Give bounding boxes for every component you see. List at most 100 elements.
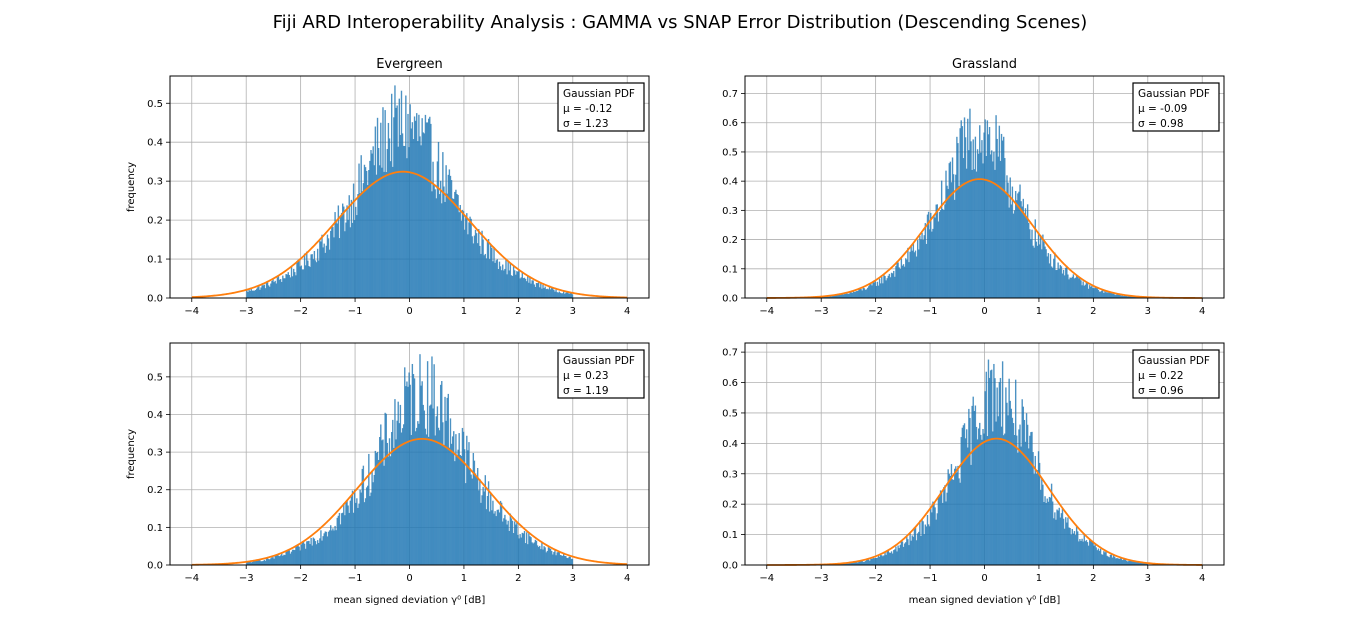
histogram-bar (335, 221, 337, 298)
histogram-bar (564, 293, 566, 298)
y-tick-label: 0.0 (722, 294, 738, 305)
histogram-bar (542, 284, 544, 298)
histogram-bar (1102, 554, 1104, 565)
histogram-bar (915, 540, 918, 565)
legend-text: μ = 0.22 (1138, 370, 1184, 382)
histogram-bar (962, 158, 965, 298)
histogram-bar (980, 152, 982, 298)
histogram-bar (922, 239, 924, 298)
histogram-bar (531, 280, 533, 298)
histogram-bar (1026, 424, 1029, 565)
histogram-bar (835, 295, 837, 298)
histogram-bar (557, 292, 559, 298)
x-tick-label: −2 (293, 573, 308, 584)
histogram-bar (1062, 269, 1065, 298)
histogram-bar (1058, 507, 1060, 565)
histogram-bar (1020, 446, 1022, 565)
y-tick-label: 0.4 (722, 439, 738, 450)
histogram-bar (1017, 452, 1019, 565)
histogram-bar (965, 429, 968, 565)
histogram-bar (903, 543, 906, 565)
histogram-bar (979, 422, 981, 565)
histogram-bar (258, 560, 260, 565)
histogram-bar (445, 420, 447, 565)
histogram-bar (1016, 435, 1018, 565)
histogram-bar (422, 404, 424, 565)
histogram-bar (314, 541, 317, 565)
histogram-bar (836, 294, 838, 298)
histogram-bar (507, 520, 509, 565)
histogram-bar (1005, 387, 1007, 565)
histogram-bar (1019, 184, 1021, 298)
histogram-bar (1026, 204, 1029, 298)
histogram-bar (535, 282, 538, 298)
histogram-bar (1129, 560, 1131, 565)
histogram-bar (863, 561, 866, 565)
histogram-bar (484, 253, 487, 298)
gaussian-curve (766, 178, 1203, 299)
histogram-bar (509, 513, 512, 565)
histogram-bar (343, 206, 345, 298)
histogram-bar (890, 551, 893, 565)
histogram-bar (469, 216, 471, 298)
histogram-bar (1067, 517, 1069, 565)
histogram-bar (528, 533, 530, 565)
histogram-bar (878, 278, 881, 298)
histogram-bar (1110, 554, 1113, 565)
histogram-bar (985, 156, 987, 298)
histogram-bar (909, 532, 911, 565)
histogram-bar (1032, 452, 1034, 565)
histogram-bar (398, 98, 401, 298)
histogram-bar (1080, 280, 1082, 298)
histogram-bar (363, 164, 366, 298)
histogram-bar (1019, 424, 1021, 565)
histogram-bar (393, 447, 395, 565)
histogram-bar (338, 512, 341, 565)
histogram-bar (971, 405, 973, 565)
histogram-bar (1146, 563, 1149, 565)
histogram-bar (406, 158, 408, 298)
histogram-bar (957, 143, 959, 298)
histogram-bar (931, 512, 933, 565)
histogram-bar (276, 277, 279, 298)
histogram-bar (541, 288, 543, 298)
histogram-bar (1009, 400, 1011, 565)
histogram-bar (369, 496, 371, 565)
histogram-bar (392, 419, 394, 565)
histogram-bar (1093, 288, 1095, 298)
histogram-bar (1142, 563, 1144, 565)
histogram-bar (917, 240, 919, 298)
histogram-bar (878, 556, 881, 565)
histogram-bar (371, 153, 373, 298)
histogram-bar (444, 201, 446, 298)
histogram-bar (967, 118, 969, 298)
histogram-bar (259, 560, 261, 565)
histogram-bar (288, 275, 291, 298)
histogram-bar (267, 285, 270, 298)
histogram-bar (517, 534, 519, 565)
histogram-bar (897, 545, 899, 565)
histogram-bar (510, 518, 513, 565)
histogram-bar (969, 108, 971, 298)
histogram-bar (903, 266, 906, 298)
y-tick-label: 0.2 (722, 500, 738, 511)
y-tick-label: 0.5 (147, 372, 163, 383)
histogram-bar (858, 289, 860, 298)
histogram-bar (379, 437, 381, 565)
histogram-bar (412, 374, 415, 565)
histogram-bar (914, 526, 917, 565)
y-tick-label: 0.2 (722, 235, 738, 246)
histogram-bar (987, 134, 990, 298)
histogram-bar (902, 546, 905, 565)
histogram-bar (453, 198, 455, 298)
y-tick-label: 0.7 (722, 348, 738, 359)
histogram-bar (484, 475, 487, 565)
histogram-bar (261, 561, 263, 565)
histogram-bar (375, 453, 378, 565)
histogram-bar (535, 540, 538, 565)
histogram-bar (340, 513, 343, 565)
x-tick-label: 1 (461, 573, 467, 584)
histogram-bar (909, 251, 911, 298)
histogram-bar (879, 554, 882, 565)
histogram-bar (902, 264, 905, 298)
